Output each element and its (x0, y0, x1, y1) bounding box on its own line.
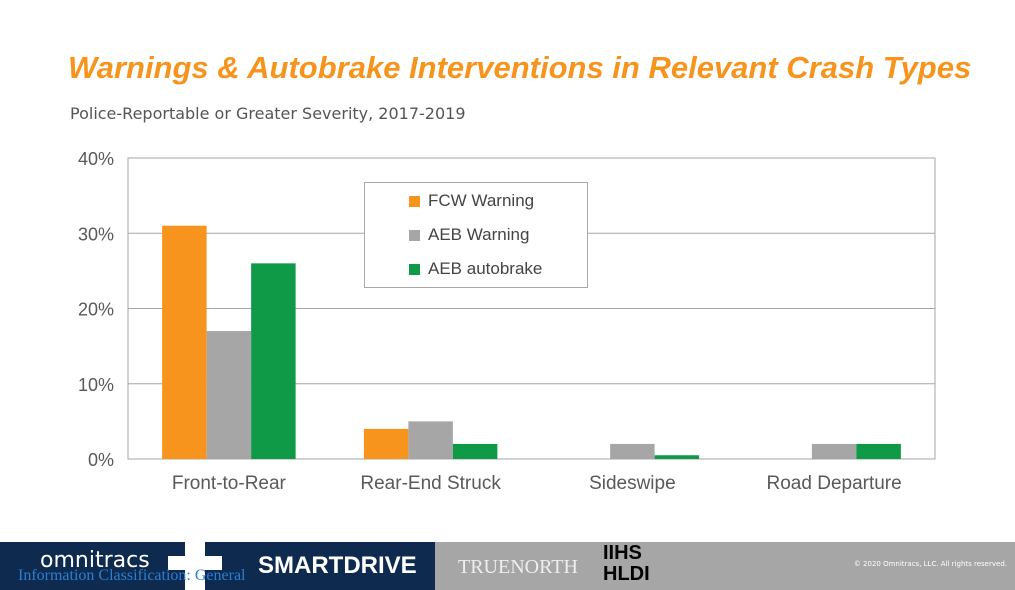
omnitracs-logo: omnitracs (40, 548, 150, 573)
legend-label: AEB Warning (428, 225, 530, 244)
legend-item-aeb-warning: AEB Warning (409, 225, 529, 245)
x-category-label: Sideswipe (589, 473, 676, 494)
bar-aeb-warning (206, 331, 252, 459)
legend-label: FCW Warning (428, 191, 535, 210)
chart-title: Warnings & Autobrake Interventions in Re… (68, 50, 972, 85)
bar-aeb-warning (811, 443, 857, 459)
x-category-label: Rear-End Struck (360, 473, 501, 494)
bar-aeb-autobrake (251, 263, 296, 459)
smartdrive-logo: SMARTDRIVE (258, 552, 417, 579)
iihs-hldi-logo: IIHS HLDI (603, 543, 650, 585)
y-tick-label: 10% (78, 375, 114, 395)
y-tick-label: 0% (88, 450, 114, 470)
bar-fcw-warning (363, 428, 409, 459)
iihs-text: IIHS (603, 542, 642, 564)
y-tick-label: 20% (78, 300, 114, 320)
y-tick-label: 40% (78, 149, 114, 169)
legend: FCW Warning AEB Warning AEB autobrake (364, 182, 588, 288)
legend-item-fcw: FCW Warning (409, 191, 534, 211)
bar-aeb-warning (610, 443, 655, 459)
bar-aeb-autobrake (856, 443, 901, 459)
x-category-label: Road Departure (767, 473, 902, 494)
legend-swatch (409, 263, 420, 275)
y-tick-label: 30% (78, 224, 114, 244)
chart-subtitle: Police-Reportable or Greater Severity, 2… (70, 104, 466, 123)
copyright: © 2020 Omnitracs, LLC. All rights reserv… (853, 560, 1007, 568)
bar-aeb-autobrake (654, 455, 700, 459)
plus-icon (168, 556, 222, 570)
legend-swatch (409, 229, 420, 241)
bar-aeb-warning (408, 421, 453, 459)
classification-label: Information Classification: General (18, 567, 246, 584)
hldi-text: HLDI (603, 563, 650, 585)
truenorth-logo: TRUENORTH (458, 556, 578, 578)
legend-item-aeb-autobrake: AEB autobrake (409, 259, 542, 279)
legend-label: AEB autobrake (428, 259, 543, 278)
bar-aeb-autobrake (452, 443, 498, 459)
bar-chart: 0% 10% 20% 30% 40% Front-to-Rear Rear-End Stru… (78, 149, 936, 494)
bar-fcw-warning (162, 225, 207, 459)
legend-swatch (409, 195, 420, 207)
x-category-label: Front-to-Rear (172, 473, 287, 494)
